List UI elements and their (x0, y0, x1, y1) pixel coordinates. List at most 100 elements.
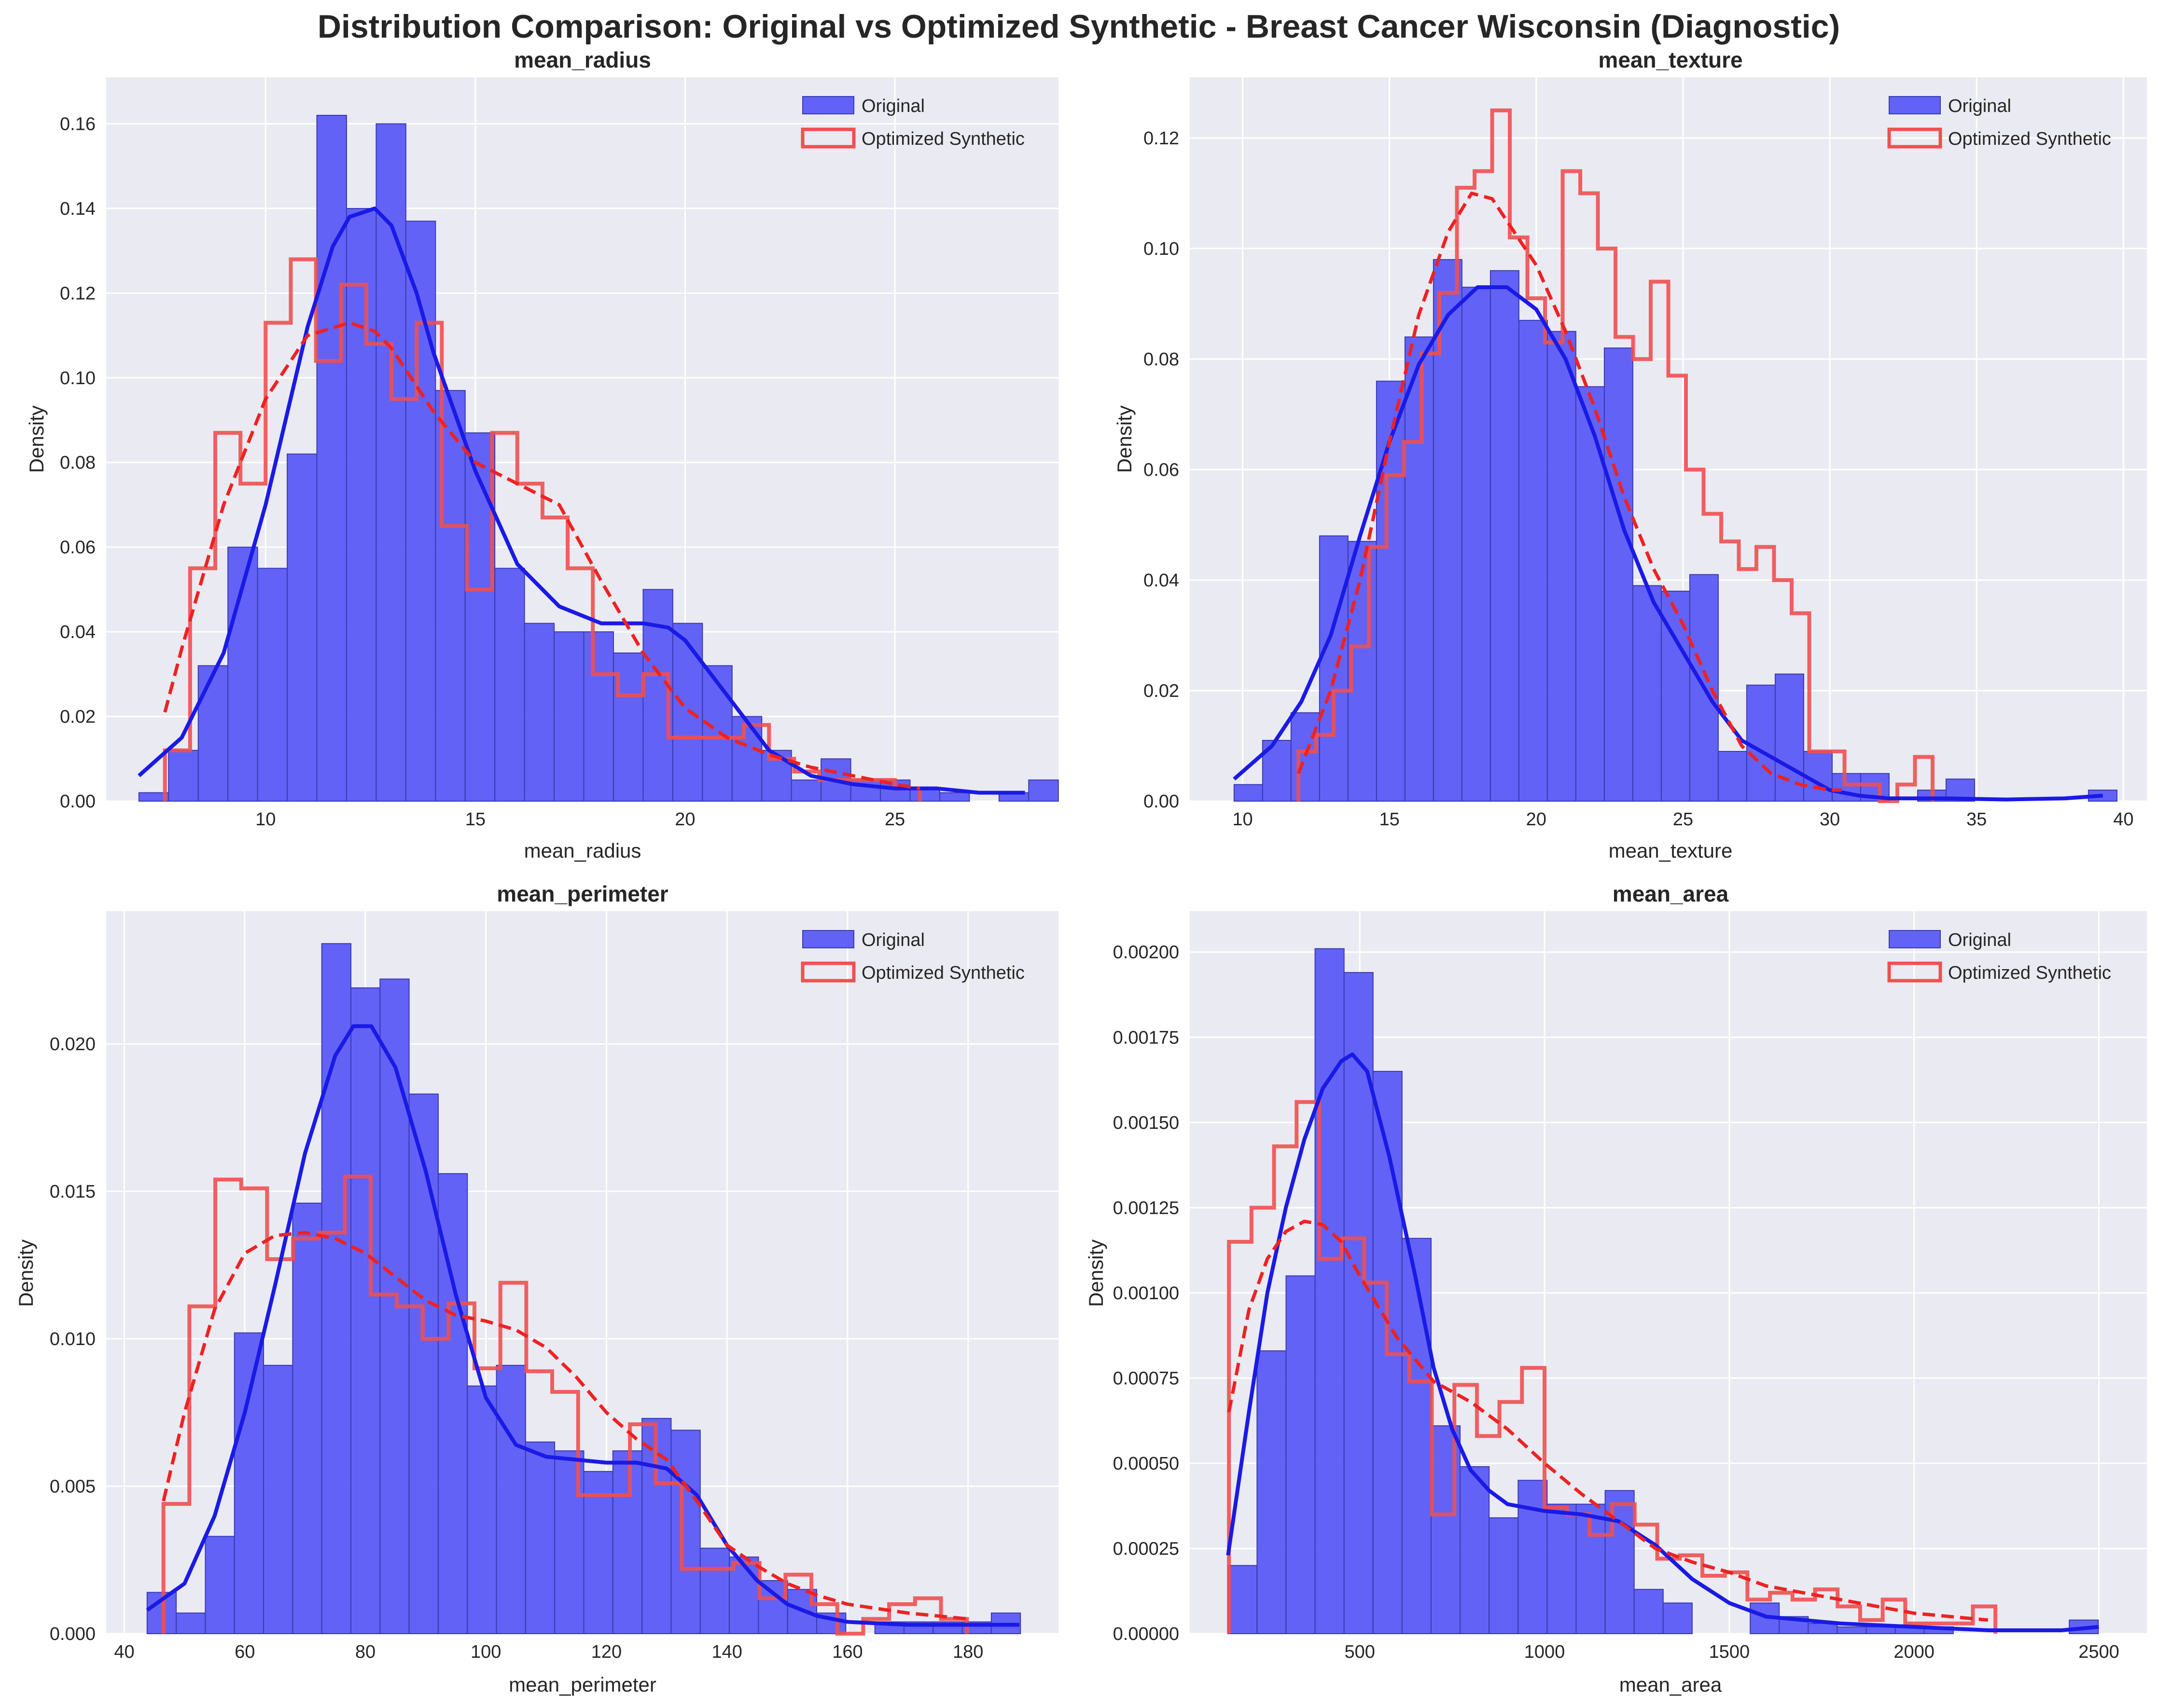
y-tick-label: 0.12 (60, 283, 96, 304)
original-bar (525, 1441, 556, 1634)
original-bar (791, 779, 822, 802)
synthetic-step (161, 1174, 969, 1636)
original-bar (939, 792, 970, 802)
y-tick-label: 0.020 (50, 1034, 96, 1055)
original-bar (464, 432, 496, 802)
legend-original-label: Original (1948, 96, 2011, 116)
original-bar (554, 631, 585, 802)
y-tick-label: 0.04 (60, 622, 96, 642)
x-tick-label: 2500 (2078, 1642, 2119, 1662)
original-bar (672, 623, 703, 802)
y-tick-label: 0.00125 (1113, 1198, 1179, 1218)
original-kde-line (1226, 1052, 2099, 1632)
original-bar (1632, 585, 1662, 802)
x-tick-label: 2000 (1893, 1642, 1935, 1662)
y-tick-label: 0.00 (1143, 792, 1179, 812)
original-bar (257, 568, 288, 802)
original-bar (1285, 1275, 1316, 1634)
original-kde-line (138, 206, 1025, 795)
plot-area: 40 60 80 100 120 140 160 180 0.000 0.005 0.010 0.01… (50, 911, 1058, 1662)
y-tick-label: 0.00050 (1113, 1454, 1179, 1474)
original-bar (583, 1471, 613, 1634)
legend-synthetic-swatch (1887, 127, 1942, 149)
y-axis-label: Density (1085, 1239, 1107, 1307)
original-bar (287, 453, 318, 802)
original-bar (205, 1536, 235, 1635)
legend-original-label: Original (862, 96, 925, 116)
original-bar (1319, 535, 1349, 802)
x-tick-label: 20 (1526, 809, 1546, 830)
x-tick-label: 500 (1344, 1642, 1375, 1662)
y-tick-label: 0.00000 (1113, 1624, 1179, 1644)
original-bar (496, 1364, 526, 1634)
y-axis-label: Density (25, 405, 48, 473)
x-tick-label: 30 (1820, 809, 1840, 830)
original-bar (1837, 1626, 1867, 1635)
original-bar (1774, 673, 1804, 802)
figure-title: Distribution Comparison: Original vs Opt… (318, 8, 1840, 45)
original-bar (176, 1612, 206, 1634)
y-tick-label: 0.08 (1143, 349, 1179, 370)
x-tick-label: 160 (832, 1642, 863, 1662)
y-tick-label: 0.16 (60, 114, 96, 134)
legend-original-label: Original (862, 930, 925, 950)
panel-mean-perimeter: mean_perimeter mean_perimeter Density 40… (14, 881, 1058, 1696)
original-bar (1376, 380, 1406, 802)
original-bar (1490, 270, 1519, 802)
y-tick-label: 0.00075 (1113, 1368, 1179, 1389)
synthetic-kde-line (1227, 1220, 1989, 1622)
synthetic-step (1296, 108, 1935, 803)
x-tick-label: 1500 (1709, 1642, 1750, 1662)
legend: Original Optimized Synthetic (1887, 930, 2111, 983)
y-tick-label: 0.015 (50, 1181, 96, 1202)
original-bar (494, 568, 525, 802)
original-bar (1604, 1490, 1635, 1635)
x-tick-label: 40 (2113, 809, 2133, 830)
x-tick-label: 25 (1673, 809, 1693, 830)
y-tick-label: 0.00150 (1113, 1113, 1179, 1133)
original-bar (583, 631, 614, 802)
original-bar (1290, 712, 1320, 802)
original-bar (1717, 750, 1747, 802)
original-bar (1401, 1237, 1432, 1634)
original-bar (467, 1385, 497, 1635)
y-tick-label: 0.12 (1143, 128, 1179, 149)
original-bar (1633, 1589, 1664, 1635)
original-bar (1546, 331, 1576, 802)
legend-synthetic-swatch (801, 127, 856, 149)
plot-area: 500 1000 1500 2000 2500 0.00000 0.00025 0.00050… (1113, 911, 2147, 1662)
x-tick-label: 80 (355, 1642, 376, 1662)
synthetic-step (1227, 1100, 1998, 1634)
legend: Original Optimized Synthetic (801, 930, 1025, 983)
y-tick-label: 0.02 (60, 707, 96, 727)
y-tick-label: 0.06 (1143, 460, 1179, 480)
panel-mean-texture: mean_texture mean_texture Density 10 15 20… (1113, 47, 2147, 862)
x-axis-label: mean_radius (524, 839, 641, 862)
x-tick-label: 180 (953, 1642, 983, 1662)
legend-synthetic-swatch (1887, 961, 1942, 983)
original-kde-line (1233, 285, 2103, 802)
synthetic-kde-line (1296, 191, 1842, 792)
x-tick-label: 15 (1379, 809, 1399, 830)
y-tick-label: 0.06 (60, 538, 96, 558)
x-tick-label: 40 (114, 1642, 134, 1662)
original-bar (234, 1332, 265, 1635)
panel-title: mean_radius (514, 47, 651, 72)
y-tick-label: 0.00175 (1113, 1028, 1179, 1048)
y-axis-label: Density (1113, 405, 1136, 473)
original-bar (1808, 1623, 1838, 1634)
x-tick-label: 10 (255, 809, 276, 830)
y-tick-label: 0.010 (50, 1329, 96, 1349)
panel-title: mean_area (1613, 881, 1729, 906)
original-bar (1028, 779, 1059, 802)
original-kde-line (146, 1024, 1019, 1627)
y-tick-label: 0.02 (1143, 681, 1179, 701)
x-tick-label: 10 (1232, 809, 1253, 830)
original-bar (197, 665, 229, 802)
original-bar (321, 943, 351, 1634)
legend-synthetic-label: Optimized Synthetic (1948, 963, 2111, 983)
legend-original-label: Original (1948, 930, 2011, 950)
original-bar (1662, 1602, 1693, 1634)
x-tick-label: 140 (711, 1642, 742, 1662)
y-tick-label: 0.14 (60, 199, 96, 219)
